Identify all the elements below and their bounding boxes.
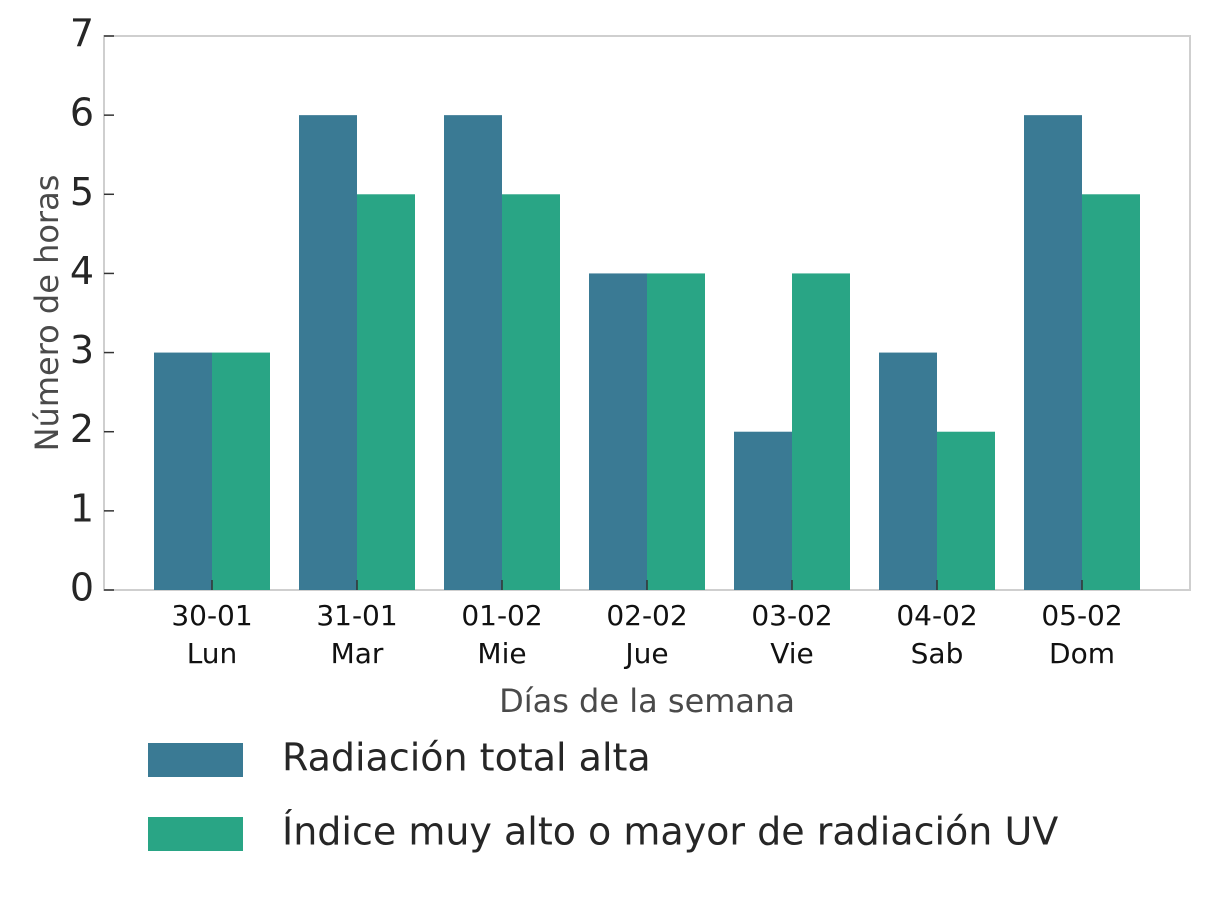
- y-tick-label: 1: [70, 486, 94, 530]
- x-axis: 30-01 Lun 31-01 Mar 01-02 Mie 02-02 Jue 03-02 Vie…: [171, 580, 1123, 670]
- x-tick-label: 31-01: [316, 599, 397, 632]
- bars-layer: [154, 115, 1140, 591]
- x-tick-label: 30-01: [171, 599, 252, 632]
- y-tick-label: 0: [70, 566, 94, 610]
- bar-indice-uv-0: [212, 352, 270, 590]
- y-axis: 0 1 2 3 4 5 6 7: [70, 12, 114, 610]
- x-tick-label: 03-02: [751, 599, 832, 632]
- x-tick-label: Mie: [477, 637, 526, 670]
- bar-indice-uv-3: [647, 273, 705, 590]
- legend-label: Radiación total alta: [282, 736, 651, 780]
- y-tick-label: 2: [70, 407, 94, 451]
- bar-indice-uv-5: [937, 431, 995, 590]
- legend: Radiación total alta Índice muy alto o ma…: [148, 736, 1058, 854]
- y-tick-label: 4: [70, 249, 94, 293]
- x-axis-label: Días de la semana: [499, 682, 795, 720]
- bar-radiacion-total-3: [589, 273, 647, 590]
- x-tick-label: 04-02: [896, 599, 977, 632]
- x-tick-label: Jue: [623, 637, 668, 670]
- x-tick-label: Vie: [770, 637, 814, 670]
- x-tick-label: Lun: [187, 637, 238, 670]
- bar-radiacion-total-6: [1024, 115, 1082, 591]
- y-tick-label: 3: [70, 328, 94, 372]
- legend-label: Índice muy alto o mayor de radiación UV: [282, 810, 1058, 854]
- bar-radiacion-total-0: [154, 352, 212, 590]
- y-tick-label: 7: [70, 12, 94, 56]
- bar-indice-uv-4: [792, 273, 850, 590]
- bar-indice-uv-6: [1082, 194, 1140, 591]
- x-tick-label: 01-02: [461, 599, 542, 632]
- bar-radiacion-total-1: [299, 115, 357, 591]
- x-tick-label: Sab: [911, 637, 964, 670]
- y-tick-label: 6: [70, 91, 94, 135]
- legend-swatch: [148, 817, 243, 851]
- bar-radiacion-total-2: [444, 115, 502, 591]
- x-tick-label: 02-02: [606, 599, 687, 632]
- x-tick-label: 05-02: [1041, 599, 1122, 632]
- bar-indice-uv-2: [502, 194, 560, 591]
- legend-swatch: [148, 743, 243, 777]
- bar-indice-uv-1: [357, 194, 415, 591]
- bar-radiacion-total-5: [879, 352, 937, 590]
- x-tick-label: Dom: [1049, 637, 1115, 670]
- y-tick-label: 5: [70, 170, 94, 214]
- bar-radiacion-total-4: [734, 431, 792, 590]
- y-axis-label: Número de horas: [28, 175, 66, 452]
- x-tick-label: Mar: [331, 637, 384, 670]
